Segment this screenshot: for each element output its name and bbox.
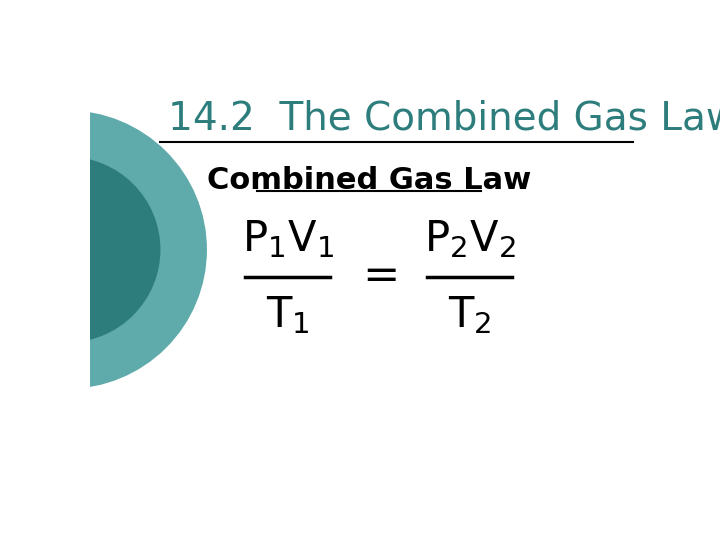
Text: 14.2  The Combined Gas Laws: 14.2 The Combined Gas Laws [168,100,720,138]
Text: P$_1$V$_1$: P$_1$V$_1$ [242,219,333,261]
Text: T$_1$: T$_1$ [266,294,310,336]
Text: =: = [362,255,400,298]
Circle shape [0,111,206,388]
Text: T$_2$: T$_2$ [448,294,492,336]
Circle shape [0,157,160,342]
Text: Combined Gas Law: Combined Gas Law [207,166,531,195]
Text: P$_2$V$_2$: P$_2$V$_2$ [424,219,516,261]
